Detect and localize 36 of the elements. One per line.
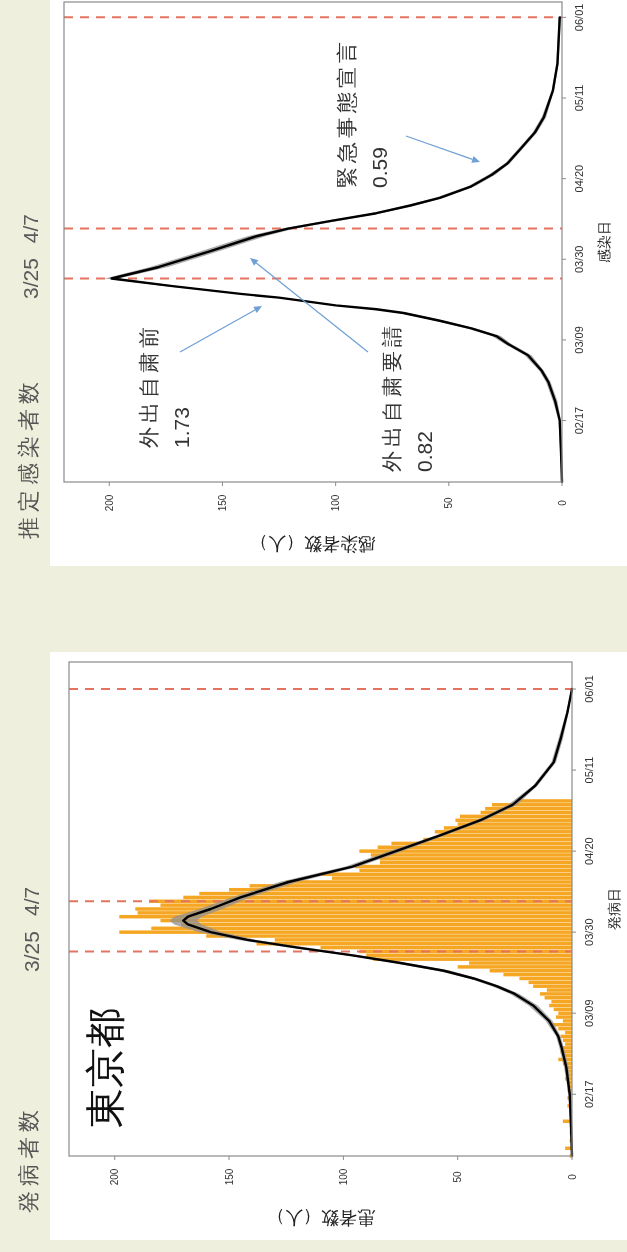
ref-line-label: 4/7 [19, 213, 43, 244]
ref-line-label: 4/7 [19, 886, 43, 916]
x-tick-label: 100 [330, 494, 342, 512]
x-tick-label: 150 [223, 1168, 235, 1186]
y-axis-title: 感染日 [596, 221, 612, 263]
text: 発病者数 [15, 1105, 41, 1213]
annotation: 外出自粛前 1.73 [136, 323, 194, 448]
x-tick-label: 100 [337, 1168, 349, 1186]
y-tick-label: 04/20 [583, 837, 595, 865]
y-tick-label: 03/09 [573, 326, 585, 354]
y-tick-label: 02/17 [573, 406, 585, 435]
x-axis-title: 感染者数（人） [250, 534, 376, 554]
x-tick-label: 50 [443, 497, 455, 509]
y-tick-label: 04/20 [573, 164, 585, 193]
x-tick-label: 200 [109, 1168, 121, 1186]
y-axis-title: 発病日 [606, 888, 622, 930]
x-tick-label: 0 [556, 499, 568, 506]
annotation: 東京都 [83, 1008, 127, 1128]
ref-line-label: 3/25 [19, 931, 43, 972]
y-tick-label: 05/11 [573, 84, 585, 112]
ref-line-label: 3/25 [19, 258, 43, 299]
y-tick-label: 05/11 [583, 756, 595, 784]
y-tick-label: 03/09 [583, 999, 595, 1027]
text: 推定感染者数 [15, 377, 41, 539]
x-tick-label: 50 [452, 1171, 464, 1183]
x-tick-label: 200 [103, 494, 115, 512]
y-tick-label: 06/01 [573, 3, 585, 32]
y-tick-label: 02/17 [583, 1080, 595, 1109]
y-tick-label: 06/01 [583, 675, 595, 703]
y-tick-label: 03/30 [583, 918, 595, 946]
x-axis-title: 患者数（人） [266, 1208, 376, 1228]
annotation: 緊急事態宣言 0.59 [334, 38, 392, 188]
annotation: 外出自粛要請 0.82 [379, 322, 437, 472]
x-tick-label: 0 [566, 1173, 578, 1180]
y-tick-label: 03/30 [573, 245, 585, 274]
x-tick-label: 150 [216, 494, 228, 512]
